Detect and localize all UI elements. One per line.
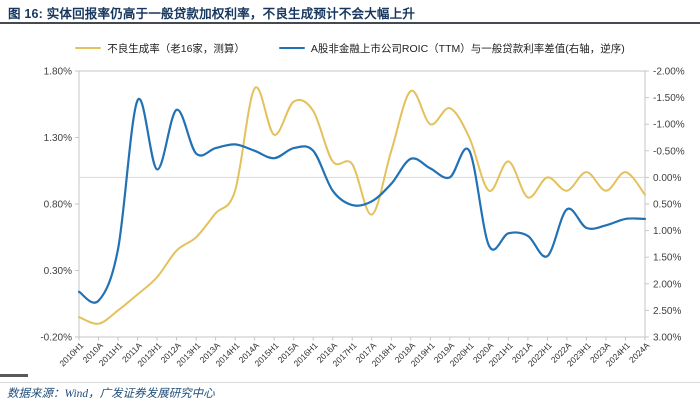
left-axis: 1.80% 1.30% 0.80% 0.30% -0.20% (40, 67, 79, 344)
svg-text:1.50%: 1.50% (653, 253, 681, 264)
svg-text:1.30%: 1.30% (44, 133, 72, 144)
svg-text:-2.00%: -2.00% (653, 67, 685, 78)
legend-label: 不良生成率（老16家，测算） (107, 42, 245, 55)
svg-text:1.80%: 1.80% (44, 67, 72, 78)
svg-text:0.50%: 0.50% (653, 200, 681, 211)
x-axis: 2010H12010A2011H12011A2012H12012A2013H12… (57, 337, 652, 368)
svg-text:3.00%: 3.00% (653, 333, 681, 344)
svg-text:2010H1: 2010H1 (57, 340, 85, 368)
legend-label: A股非金融上市公司ROIC（TTM）与一般贷款利率差值(右轴，逆序) (310, 42, 625, 55)
svg-text:0.00%: 0.00% (653, 173, 681, 184)
svg-text:0.30%: 0.30% (44, 266, 72, 277)
footer-divider (0, 382, 700, 383)
chart-legend: 不良生成率（老16家，测算） A股非金融上市公司ROIC（TTM）与一般贷款利率… (0, 40, 700, 56)
plot-area-border (78, 70, 646, 338)
data-source-note: 数据来源：Wind，广发证券发展研究中心 (7, 388, 215, 400)
svg-text:2024A: 2024A (627, 340, 652, 365)
svg-text:-1.00%: -1.00% (653, 120, 685, 131)
svg-text:2.50%: 2.50% (653, 306, 681, 317)
series-line-npl-generation (78, 86, 646, 325)
footer-divider-accent (0, 374, 28, 377)
svg-text:-0.20%: -0.20% (40, 333, 72, 344)
legend-item-roic-spread: A股非金融上市公司ROIC（TTM）与一般贷款利率差值(右轴，逆序) (278, 41, 625, 56)
right-axis: -2.00% -1.50% -1.00% -0.50% 0.00% 0.50% 1.00% 1… (645, 67, 685, 344)
title-divider (0, 22, 700, 24)
svg-text:2.00%: 2.00% (653, 279, 681, 290)
svg-text:-1.50%: -1.50% (653, 93, 685, 104)
svg-text:1.00%: 1.00% (653, 226, 681, 237)
svg-text:-0.50%: -0.50% (653, 146, 685, 157)
legend-line-swatch-yellow (75, 46, 102, 50)
series-line-roic-spread (77, 97, 647, 304)
svg-text:0.80%: 0.80% (44, 200, 72, 211)
legend-item-npl-generation: 不良生成率（老16家，测算） (75, 41, 245, 56)
figure-title: 图 16: 实体回报率仍高于一般贷款加权利率，不良生成预计不会大幅上升 (8, 7, 416, 21)
legend-line-swatch-blue (278, 46, 305, 50)
